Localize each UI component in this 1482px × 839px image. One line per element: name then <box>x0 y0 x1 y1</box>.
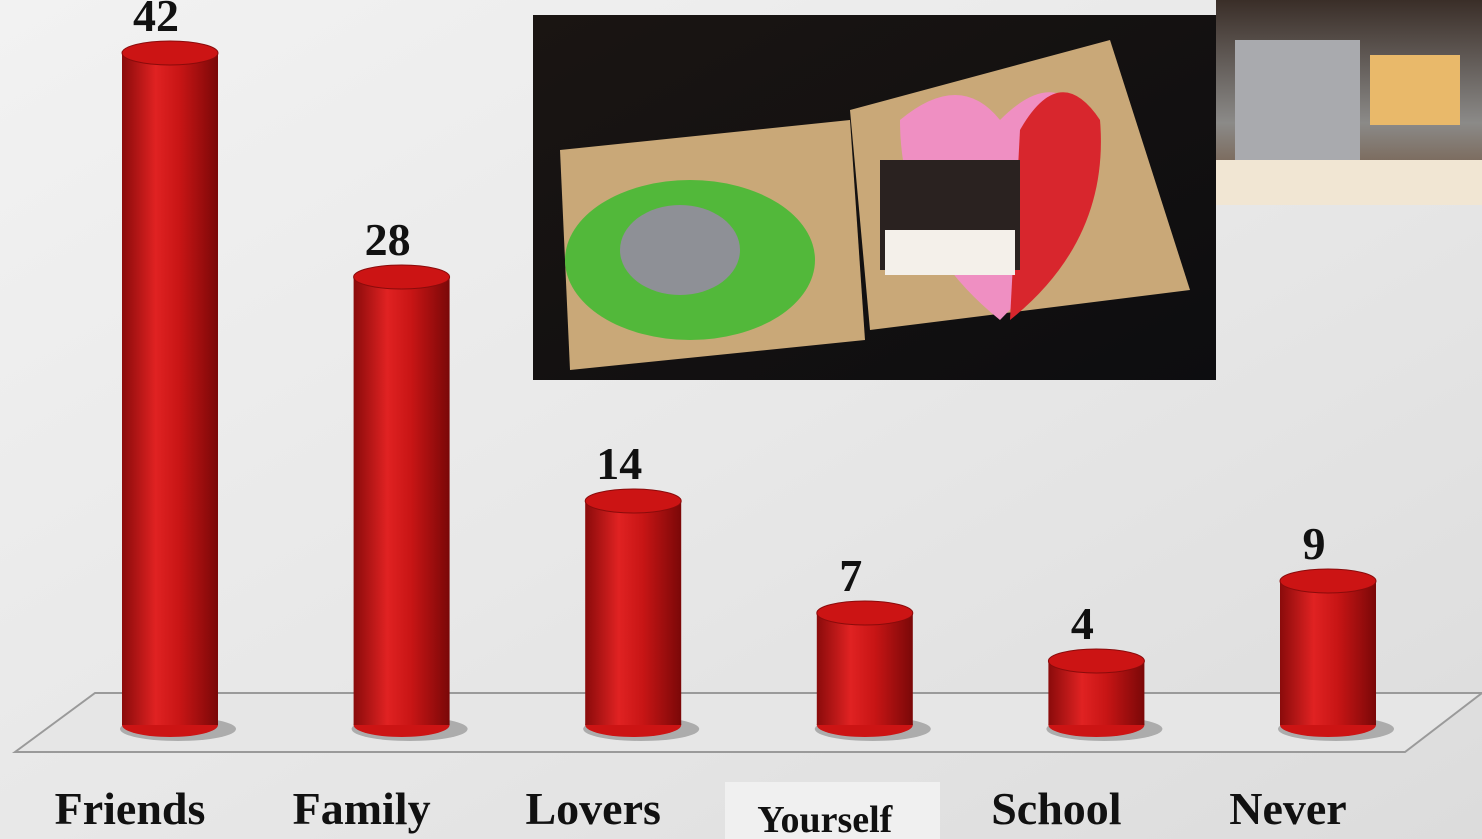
page: 42 Friends 28 Family 14 Lovers 7 Yourself 4 Schoo… <box>0 0 1482 839</box>
bar-top <box>1280 569 1376 593</box>
scrapbook-photo <box>533 15 1216 380</box>
bar-top <box>354 265 450 289</box>
shop-photo <box>1216 0 1482 205</box>
bar <box>585 501 681 725</box>
floor <box>15 693 1482 752</box>
x-tick-label: Friends <box>55 783 206 834</box>
value-label: 7 <box>839 550 862 601</box>
bar <box>1280 581 1376 725</box>
bar-top <box>122 41 218 65</box>
chart: 42 Friends 28 Family 14 Lovers 7 Yourself 4 Schoo… <box>0 0 1482 839</box>
value-label: 9 <box>1303 518 1326 569</box>
bar <box>354 277 450 725</box>
value-label: 28 <box>365 214 411 265</box>
x-tick-label: Yourself <box>757 799 893 839</box>
x-tick-label: School <box>991 783 1121 834</box>
bar <box>122 53 218 725</box>
bar <box>817 613 913 725</box>
bar-top <box>585 489 681 513</box>
x-tick-label: Lovers <box>525 783 660 834</box>
value-label: 42 <box>133 0 179 41</box>
value-label: 4 <box>1071 598 1094 649</box>
value-label: 14 <box>596 438 642 489</box>
x-tick-label: Family <box>293 783 431 834</box>
bar-top <box>1048 649 1144 673</box>
x-tick-label: Never <box>1229 783 1346 834</box>
bar-top <box>817 601 913 625</box>
